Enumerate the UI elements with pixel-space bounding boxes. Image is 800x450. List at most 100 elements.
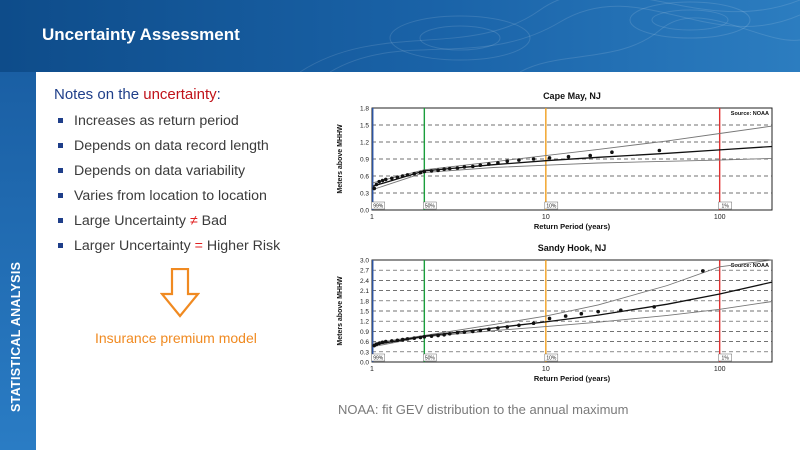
data-point — [517, 323, 521, 328]
y-tick-label: 2.7 — [360, 268, 369, 275]
data-point — [517, 158, 521, 162]
data-point — [383, 177, 388, 182]
sandy-hook-chart: Sandy Hook, NJ 0.0 0.3 0.6 0.9 1.2 1.5 1.8 2.1 2.… — [337, 243, 773, 383]
data-point — [496, 326, 500, 330]
bullet-list: Increases as return period Depends on da… — [54, 111, 334, 261]
probability-label: 50% — [425, 356, 436, 362]
probability-label: 99% — [373, 356, 384, 362]
data-point — [377, 179, 381, 184]
probability-label-box — [718, 353, 732, 362]
x-tick-label: 1 — [370, 214, 374, 221]
data-point — [412, 336, 417, 340]
data-point — [442, 333, 446, 337]
bullet-text-left: Larger Uncertainty — [74, 238, 195, 254]
data-point — [478, 163, 483, 168]
data-point — [390, 339, 394, 343]
data-point — [531, 157, 536, 161]
square-bullet-icon — [58, 218, 63, 223]
data-point — [455, 166, 460, 170]
y-tick-label: 0.0 — [360, 208, 369, 215]
not-equal-symbol: ≠ — [189, 213, 198, 229]
x-tick-label: 10 — [542, 214, 550, 221]
y-tick-label: 1.8 — [360, 106, 369, 113]
probability-label: 10% — [546, 356, 557, 362]
source-label: Source: NOAA — [731, 263, 769, 269]
sidebar-label: STATISTICAL ANALYSIS — [9, 261, 23, 412]
caption: NOAA: fit GEV distribution to the annual… — [338, 402, 629, 417]
x-tick-label: 1 — [370, 366, 374, 373]
probability-label-box — [423, 201, 437, 210]
heading-prefix: Notes on the — [54, 86, 144, 103]
x-axis-label: Return Period (years) — [534, 374, 611, 383]
data-point — [619, 308, 623, 313]
square-bullet-icon — [58, 243, 63, 248]
heading-suffix: : — [216, 86, 221, 103]
square-bullet-icon — [58, 193, 63, 198]
y-axis-label: Meters above MHHW — [337, 124, 344, 194]
data-point — [547, 316, 552, 321]
notes-heading: Notes on the uncertainty: — [54, 86, 334, 103]
y-tick-label: 3.0 — [360, 258, 369, 265]
data-point — [395, 338, 400, 343]
data-point — [383, 339, 388, 344]
heading-highlight: uncertainty — [143, 86, 217, 103]
chart-title: Cape May, NJ — [543, 91, 601, 101]
probability-label-box — [423, 353, 437, 362]
x-tick-label: 100 — [714, 214, 726, 221]
bullet-text-right: Higher Risk — [202, 238, 281, 254]
y-tick-label: 0.9 — [360, 329, 369, 336]
data-point — [447, 166, 452, 171]
data-point — [652, 305, 656, 309]
probability-label: 10% — [546, 204, 557, 210]
bullet-item: Depends on data record length — [54, 136, 334, 161]
probability-label-box — [544, 353, 559, 362]
section-sidebar: STATISTICAL ANALYSIS — [0, 72, 36, 450]
probability-label-box — [371, 201, 385, 210]
square-bullet-icon — [58, 168, 63, 173]
data-point — [429, 169, 434, 173]
bullet-item: Larger Uncertainty = Higher Risk — [54, 236, 334, 261]
data-point — [374, 342, 379, 347]
y-axis-label: Meters above MHHW — [337, 276, 344, 346]
data-point — [422, 335, 427, 339]
confidence-lower-line — [372, 301, 773, 348]
data-point — [588, 153, 593, 158]
data-point — [478, 328, 483, 333]
gev-fit-line — [372, 281, 773, 346]
confidence-lower-line — [372, 157, 773, 191]
cape-may-chart: Cape May, NJ 0.0 0.3 0.6 0.9 1.2 1.5 1.8 1 10 100 R… — [337, 91, 773, 231]
data-point — [505, 325, 510, 329]
y-tick-label: 0.6 — [360, 339, 369, 346]
data-point — [429, 334, 434, 338]
bullet-text-right: Bad — [197, 213, 227, 229]
data-point — [390, 176, 394, 181]
y-tick-label: 0.0 — [360, 360, 369, 367]
probability-label-box — [371, 353, 385, 362]
data-point — [418, 170, 423, 175]
bullet-item: Depends on data variability — [54, 161, 334, 186]
data-point — [701, 269, 705, 273]
bullet-text: Increases as return period — [74, 113, 239, 129]
y-tick-label: 1.8 — [360, 298, 369, 305]
y-tick-label: 2.4 — [360, 278, 369, 285]
data-point — [442, 167, 446, 171]
data-point — [462, 165, 467, 169]
data-point — [400, 337, 405, 342]
confidence-upper-line — [372, 125, 773, 184]
y-tick-label: 1.2 — [360, 140, 369, 147]
data-point — [531, 321, 536, 326]
data-point — [563, 314, 568, 318]
chart-title: Sandy Hook, NJ — [538, 243, 607, 253]
y-tick-label: 0.6 — [360, 174, 369, 181]
data-point — [436, 168, 440, 173]
probability-label: 1% — [722, 356, 730, 362]
data-point — [470, 164, 475, 169]
probability-label: 99% — [373, 204, 384, 210]
confidence-upper-line — [372, 259, 773, 344]
square-bullet-icon — [58, 143, 63, 148]
data-point — [487, 327, 491, 332]
data-point — [487, 162, 491, 166]
x-tick-label: 10 — [542, 366, 550, 373]
data-point — [462, 330, 467, 334]
y-tick-label: 1.5 — [360, 309, 369, 316]
